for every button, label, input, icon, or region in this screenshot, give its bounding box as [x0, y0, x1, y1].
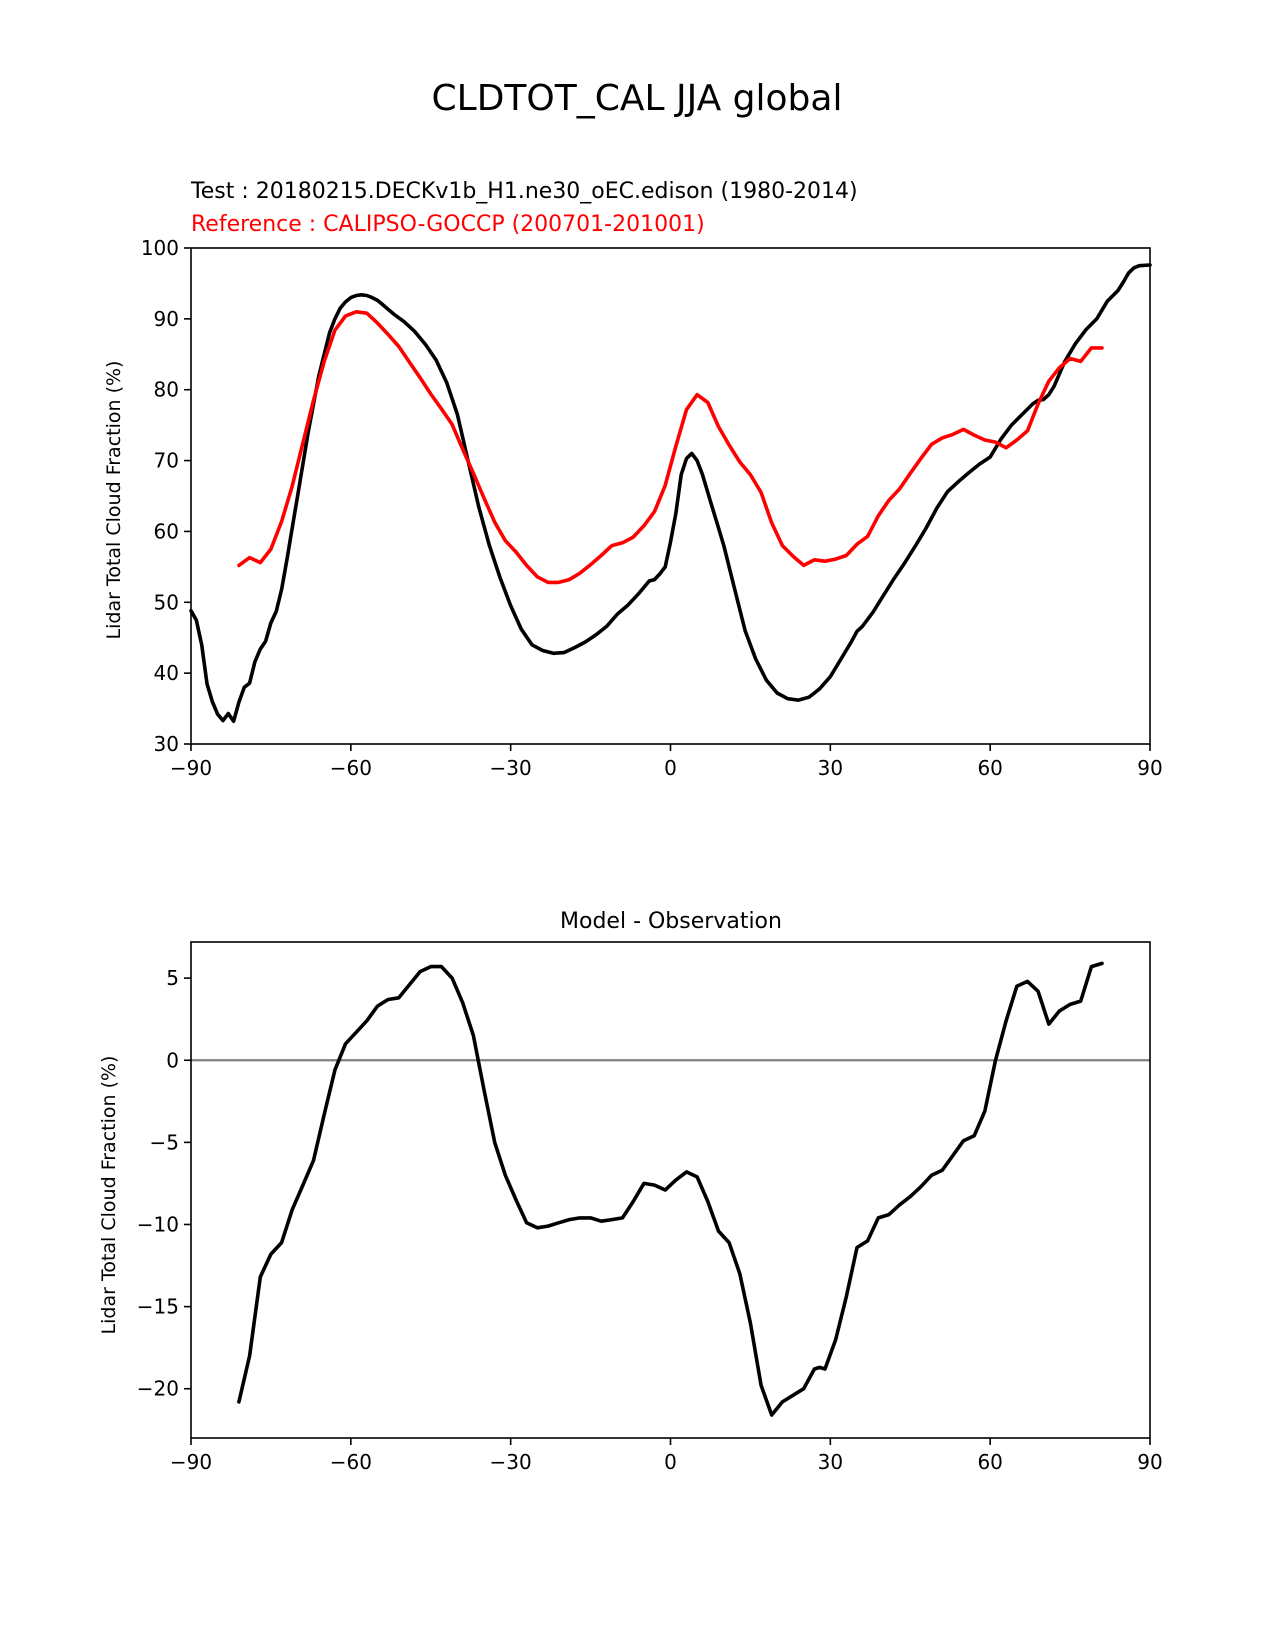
- series-line-reference: [237, 309, 1104, 585]
- x-tick-label: 0: [664, 1450, 677, 1474]
- x-tick-label: −90: [170, 1450, 212, 1474]
- y-tick-label: −5: [150, 1130, 179, 1154]
- top-y-axis-label: Lidar Total Cloud Fraction (%): [103, 361, 125, 640]
- bottom-plot-area: −90 −60 −30 0 30 60 90 −20 −15 −10 −5 0 5: [137, 941, 1163, 1474]
- y-tick-label: 90: [154, 307, 179, 331]
- series-line-model-observation: [237, 961, 1104, 1417]
- y-tick-label: 30: [154, 732, 179, 756]
- x-tick-label: 30: [818, 756, 843, 780]
- y-tick-label: 0: [166, 1048, 179, 1072]
- y-tick-label: −20: [137, 1377, 179, 1401]
- y-tick-label: 40: [154, 661, 179, 685]
- y-tick-label: 50: [154, 590, 179, 614]
- bottom-plot-title: Model - Observation: [560, 909, 782, 934]
- x-tick-label: −60: [330, 1450, 372, 1474]
- top-plot-area: −90 −60 −30 0 30 60 90 30 40 50 60 70 80 90 100: [141, 236, 1163, 780]
- y-tick-label: 80: [154, 378, 179, 402]
- x-tick-label: 30: [818, 1450, 843, 1474]
- y-tick-label: 100: [141, 236, 179, 260]
- x-tick-label: 60: [977, 1450, 1002, 1474]
- figure-title: CLDTOT_CAL JJA global: [432, 78, 843, 119]
- test-label: Test : 20180215.DECKv1b_H1.ne30_oEC.edis…: [190, 179, 858, 204]
- x-tick-label: 0: [664, 756, 677, 780]
- y-tick-label: 60: [154, 519, 179, 543]
- y-tick-label: −15: [137, 1295, 179, 1319]
- x-tick-label: −90: [170, 756, 212, 780]
- x-tick-label: −30: [490, 756, 532, 780]
- x-tick-label: 90: [1137, 756, 1162, 780]
- y-tick-label: −10: [137, 1212, 179, 1236]
- y-tick-label: 70: [154, 449, 179, 473]
- x-tick-label: 90: [1137, 1450, 1162, 1474]
- y-tick-label: 5: [166, 966, 179, 990]
- x-tick-label: 60: [977, 756, 1002, 780]
- x-tick-label: −60: [330, 756, 372, 780]
- bottom-y-axis-label: Lidar Total Cloud Fraction (%): [98, 1056, 120, 1335]
- reference-label: Reference : CALIPSO-GOCCP (200701-201001…: [191, 212, 705, 237]
- series-line-test: [189, 263, 1152, 724]
- x-tick-label: −30: [490, 1450, 532, 1474]
